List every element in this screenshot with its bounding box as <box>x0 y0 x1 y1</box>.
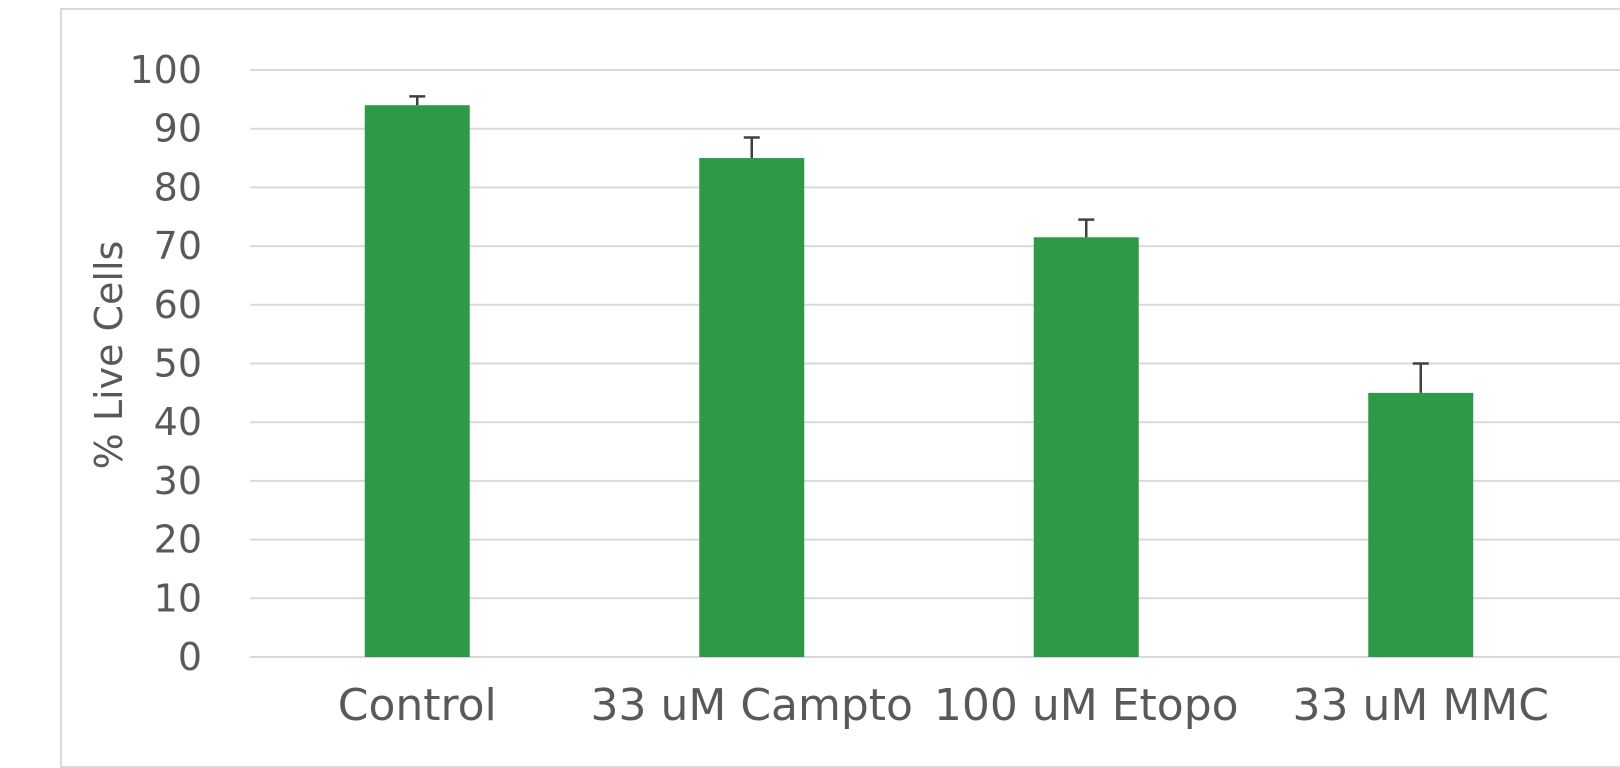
bars <box>364 105 1474 658</box>
bar-chart: 0 10 20 30 40 50 60 70 80 90 100 Control 33 uM Camp… <box>87 48 1620 731</box>
y-tick-label: 0 <box>178 635 202 679</box>
x-axis-categories: Control 33 uM Campto 100 uM Etopo 33 uM MMC <box>338 680 1549 731</box>
x-category-label: 100 uM Etopo <box>934 680 1239 731</box>
bar <box>364 105 470 658</box>
gridlines <box>250 69 1620 658</box>
y-tick-label: 80 <box>154 165 202 209</box>
y-axis-ticks: 0 10 20 30 40 50 60 70 80 90 100 <box>129 48 202 679</box>
bar <box>699 158 805 658</box>
y-tick-label: 20 <box>154 518 202 562</box>
x-category-label: 33 uM Campto <box>591 680 913 731</box>
x-category-label: Control <box>338 680 497 731</box>
y-tick-label: 70 <box>154 224 202 268</box>
y-tick-label: 40 <box>154 400 202 444</box>
bar <box>1368 392 1474 657</box>
bar <box>1033 237 1139 658</box>
y-axis-title: % Live Cells <box>87 241 131 470</box>
chart-frame <box>60 8 1620 768</box>
y-tick-label: 10 <box>154 576 202 620</box>
y-tick-label: 50 <box>154 342 202 386</box>
x-category-label: 33 uM MMC <box>1293 680 1549 731</box>
y-tick-label: 100 <box>129 48 202 92</box>
y-tick-label: 90 <box>154 107 202 151</box>
y-tick-label: 30 <box>154 459 202 503</box>
error-bars <box>409 95 1429 393</box>
y-tick-label: 60 <box>154 283 202 327</box>
